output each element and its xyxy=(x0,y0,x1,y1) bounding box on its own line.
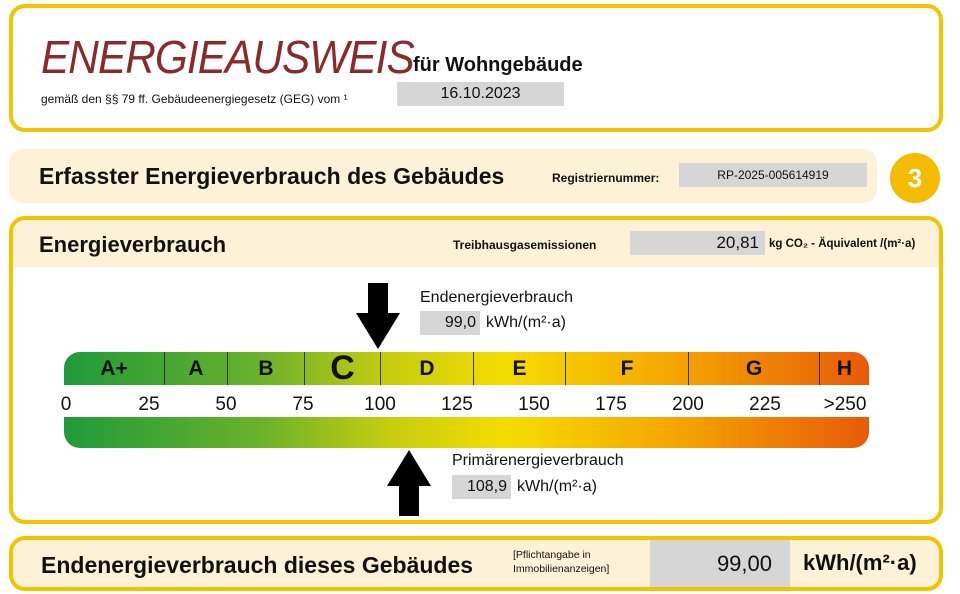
footer-panel: Endenergieverbrauch dieses Gebäudes [Pfl… xyxy=(9,536,943,591)
class-g: G xyxy=(689,352,820,385)
tick-label: >250 xyxy=(823,394,867,415)
efficiency-class-scale: A+ A B C D E F G H xyxy=(64,351,869,385)
legal-basis: gemäß den §§ 79 ff. Gebäudeenergiegesetz… xyxy=(41,92,348,106)
registration-label: Registriernummer: xyxy=(552,171,660,185)
section-title: Erfasster Energieverbrauch des Gebäudes xyxy=(39,163,505,189)
end-energy-arrow-icon xyxy=(356,283,400,349)
document-subtitle: für Wohngebäude xyxy=(413,54,583,76)
primary-energy-unit: kWh/(m²·a) xyxy=(517,478,597,495)
consumption-title: Energieverbrauch xyxy=(39,232,227,257)
tick-label: 100 xyxy=(364,394,396,415)
ghg-unit: kg CO₂ - Äquivalent /(m²·a) xyxy=(769,238,916,250)
footer-unit: kWh/(m²·a) xyxy=(803,550,917,575)
footer-note: [Pflichtangabe in Immobilienanzeigen] xyxy=(513,549,610,575)
primary-energy-value: 108,9 xyxy=(452,475,511,499)
class-c-current: C xyxy=(305,351,381,385)
class-e: E xyxy=(474,352,566,385)
class-d: D xyxy=(381,352,474,385)
footer-title: Endenergieverbrauch dieses Gebäudes xyxy=(41,552,474,578)
primary-energy-scale xyxy=(64,417,869,448)
class-f: F xyxy=(566,352,689,385)
page-badge: 3 xyxy=(890,153,940,203)
tick-label: 225 xyxy=(749,394,781,415)
footer-value: 99,00 xyxy=(650,540,790,587)
tick-label: 75 xyxy=(292,394,314,415)
end-energy-unit: kWh/(m²·a) xyxy=(486,314,566,331)
primary-energy-label: Primärenergieverbrauch xyxy=(452,452,624,469)
document-title: ENERGIEAUSWEIS xyxy=(41,31,415,83)
tick-label: 150 xyxy=(518,394,550,415)
class-a-plus: A+ xyxy=(64,352,165,385)
ghg-value: 20,81 xyxy=(630,231,765,255)
tick-label: 25 xyxy=(138,394,160,415)
class-b: B xyxy=(228,352,305,385)
ghg-label: Treibhausgasemissionen xyxy=(453,238,597,252)
header-panel: ENERGIEAUSWEIS für Wohngebäude gemäß den… xyxy=(9,4,943,132)
class-h: H xyxy=(836,357,853,380)
end-energy-label: Endenergieverbrauch xyxy=(420,289,573,306)
registration-number: RP-2025-005614919 xyxy=(679,163,867,187)
primary-energy-arrow-icon xyxy=(387,450,431,516)
end-energy-value: 99,0 xyxy=(420,311,480,335)
tick-label: 200 xyxy=(672,394,704,415)
consumption-header: Energieverbrauch Treibhausgasemissionen … xyxy=(13,220,939,267)
tick-label: 50 xyxy=(215,394,237,415)
tick-label: 175 xyxy=(595,394,627,415)
tick-label: 0 xyxy=(60,394,72,415)
class-a: A xyxy=(165,352,228,385)
section-header: Erfasster Energieverbrauch des Gebäudes … xyxy=(9,149,877,203)
tick-label: 125 xyxy=(441,394,473,415)
date-field: 16.10.2023 xyxy=(397,82,564,106)
